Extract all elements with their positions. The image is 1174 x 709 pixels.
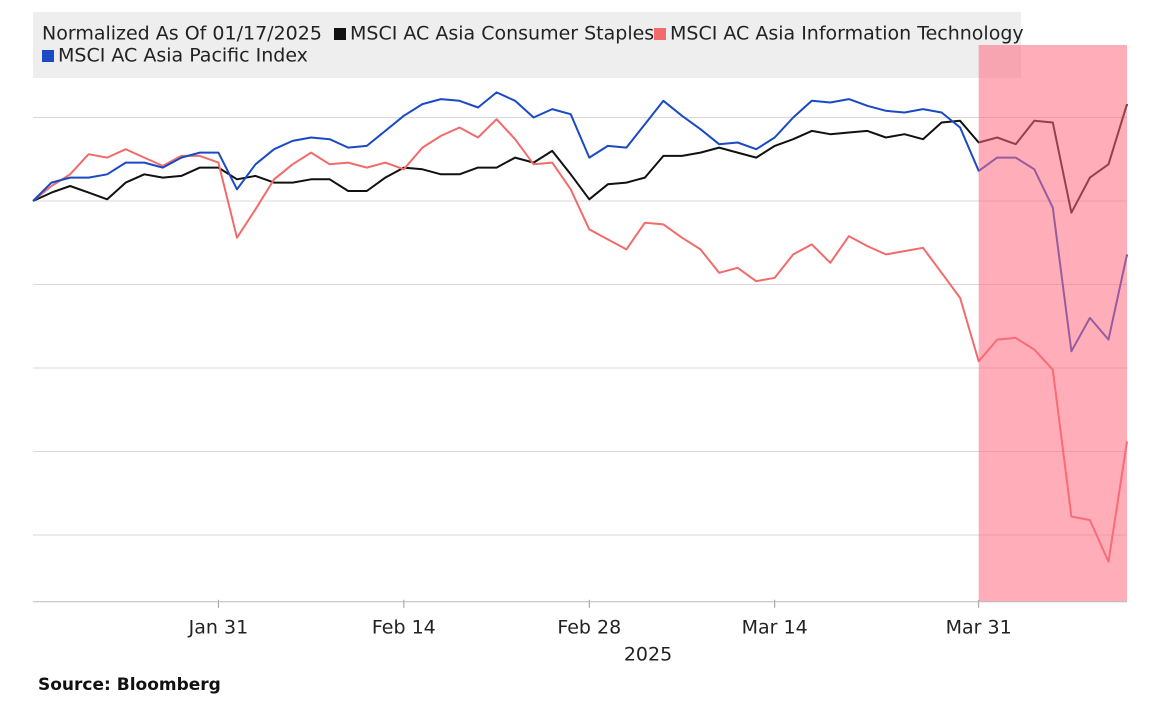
x-tick-label: Feb 28 [557,617,621,639]
x-tick-label: Mar 31 [946,617,1012,639]
legend-swatch [42,50,54,62]
legend: MSCI AC Asia Consumer Staples MSCI AC Asi… [42,23,1024,67]
legend-label: MSCI AC Asia Information Technology [670,23,1024,45]
x-tick-label: Mar 14 [742,617,808,639]
x-axis-label: 2025 [624,644,672,666]
line-series [32,91,1128,353]
legend-label: MSCI AC Asia Consumer Staples [350,23,654,45]
source: Source: Bloomberg [38,675,221,695]
legend-label: MSCI AC Asia Pacific Index [58,45,308,67]
shaded-period [978,45,1127,602]
x-tick-label: Feb 14 [372,617,436,639]
line-series [32,103,1128,214]
legend-note: Normalized As Of 01/17/2025 [42,23,322,45]
legend-box [33,12,1021,78]
legend-swatch [654,28,666,40]
line-series [32,118,1128,563]
x-tick-label: Jan 31 [188,617,249,639]
legend-swatch [334,28,346,40]
